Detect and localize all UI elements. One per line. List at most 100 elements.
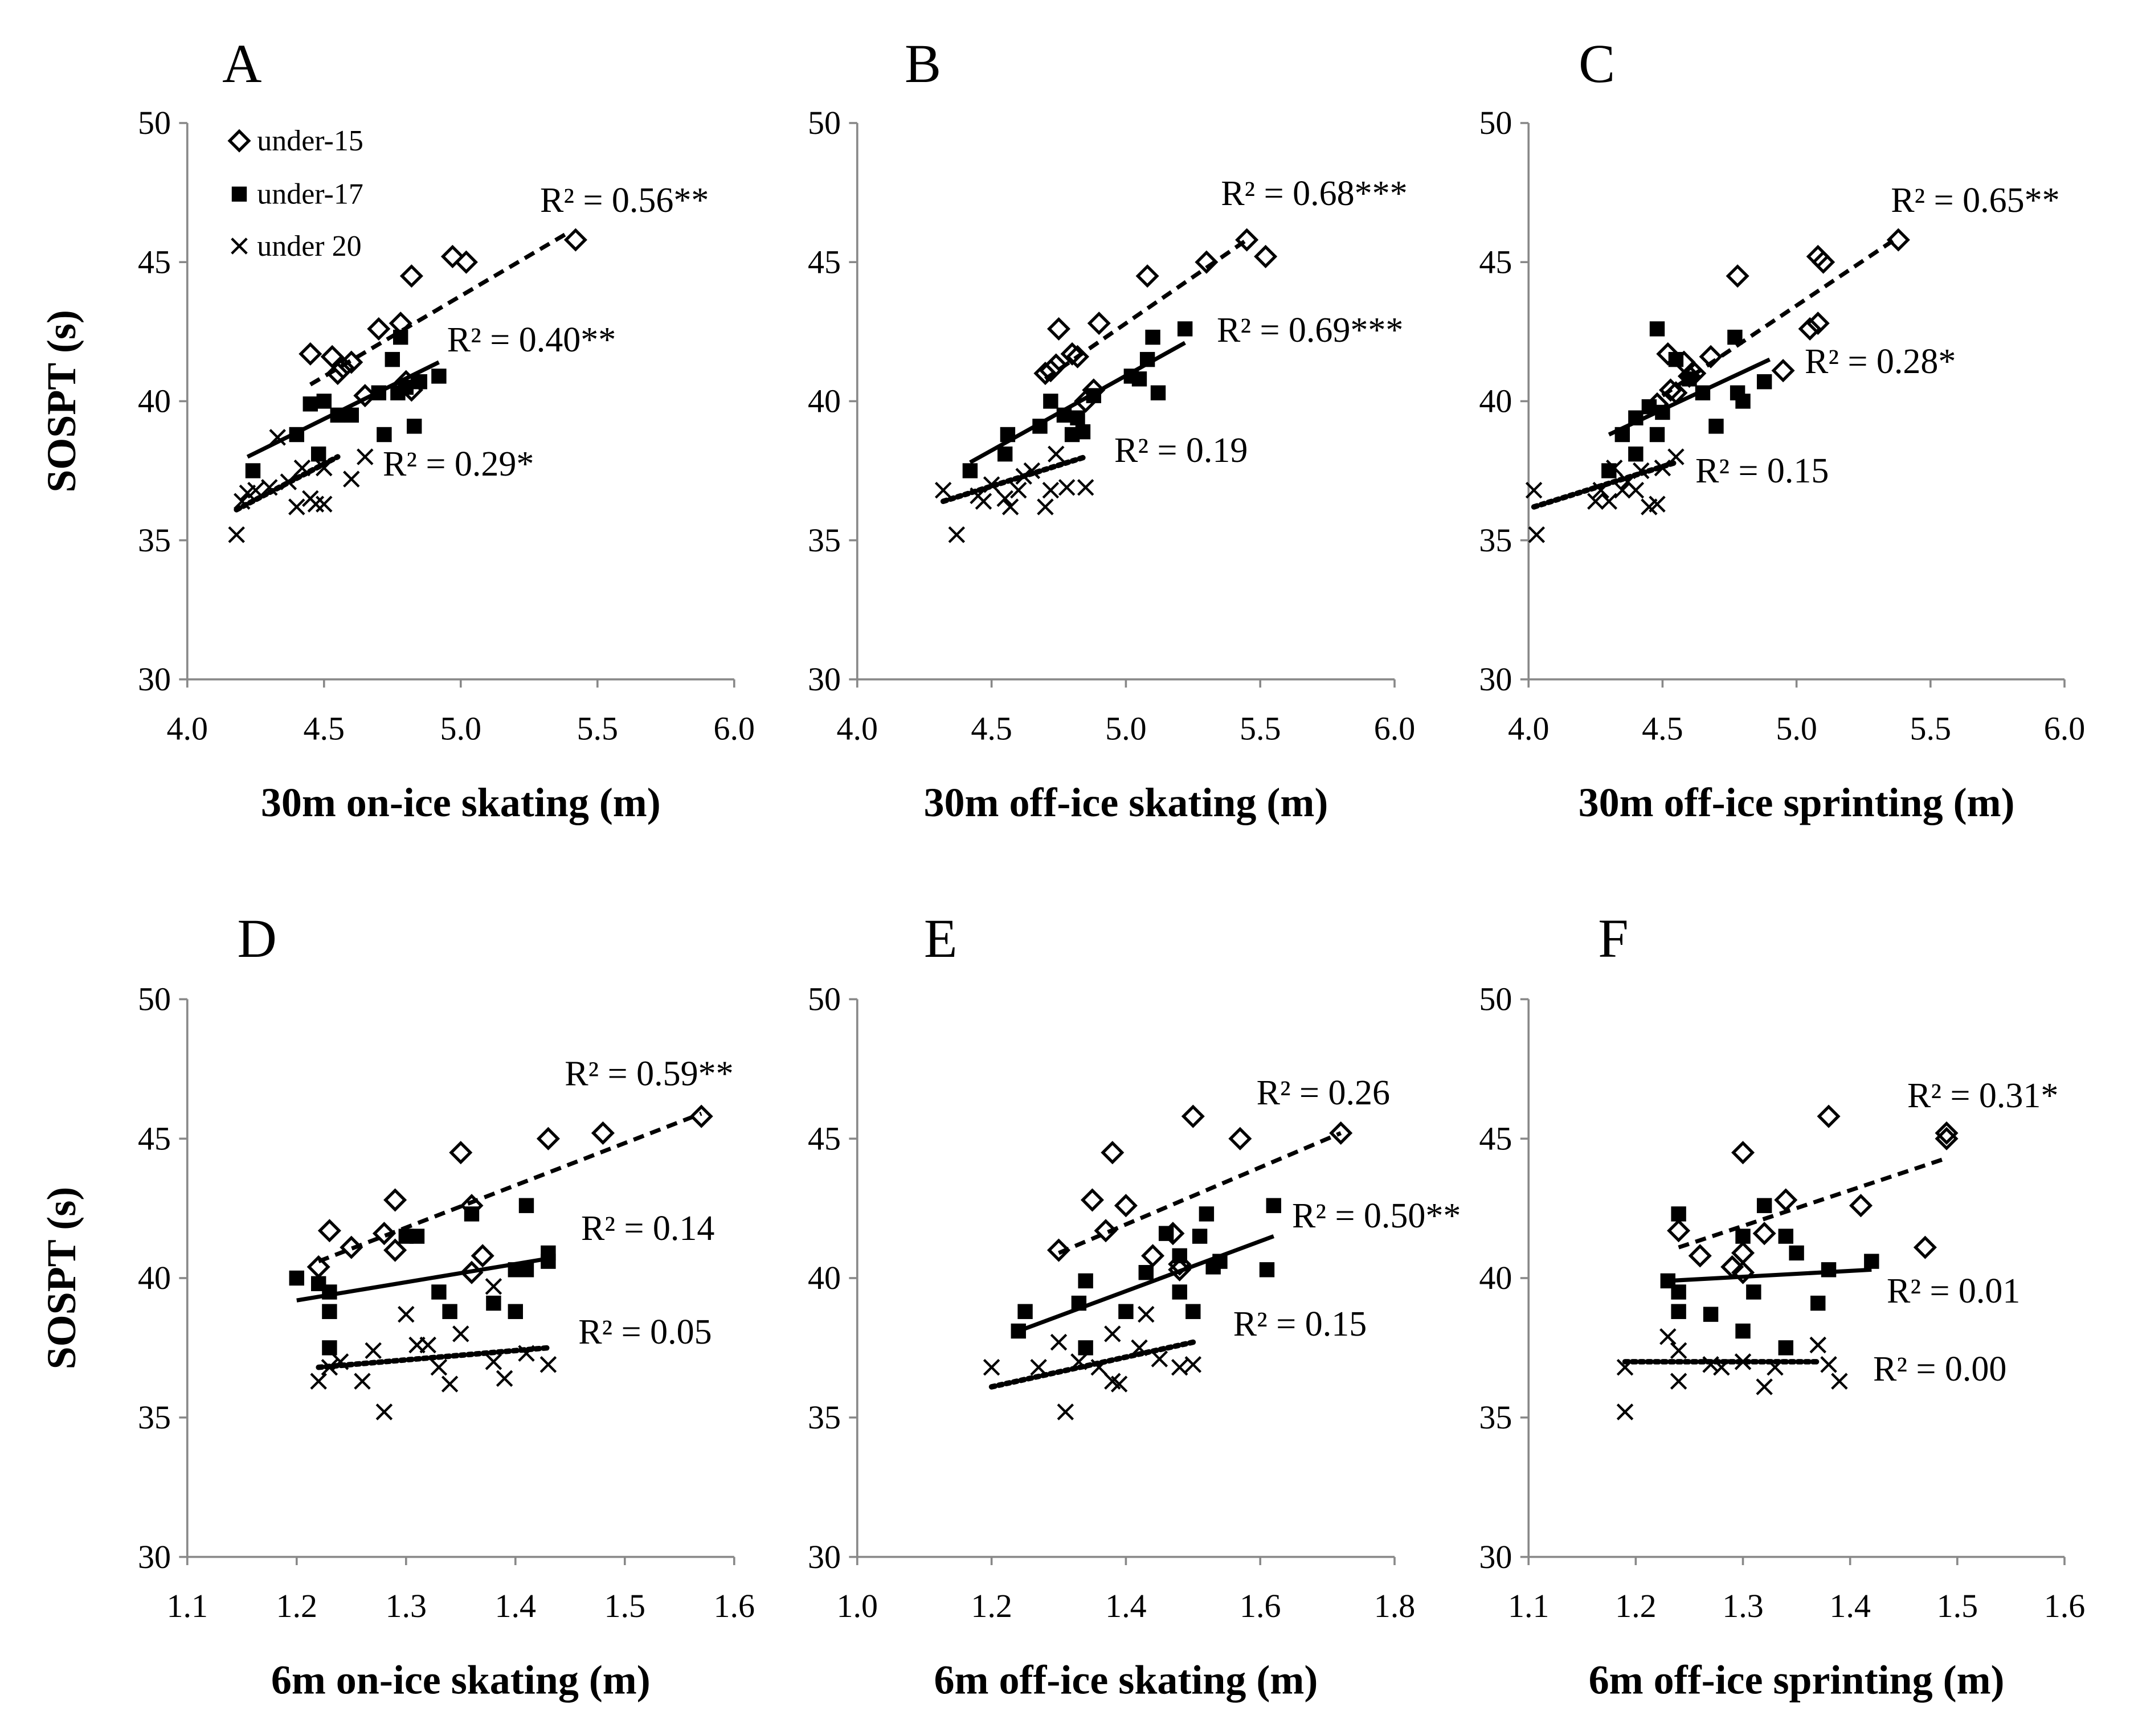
data-point xyxy=(1658,378,1683,402)
data-point xyxy=(975,493,992,510)
series-under-20 xyxy=(1616,1328,1848,1420)
data-point xyxy=(1090,1358,1107,1376)
data-point xyxy=(367,317,391,341)
data-point xyxy=(398,379,414,395)
series-under-15 xyxy=(1667,1104,1959,1284)
r2-label-under-17: R² = 0.14 xyxy=(581,1209,714,1248)
y-tick-label: 50 xyxy=(138,104,171,141)
data-point xyxy=(486,1295,501,1311)
data-point xyxy=(1151,1350,1168,1367)
trend-line xyxy=(940,454,1089,505)
series-under-20 xyxy=(1525,448,1685,543)
data-point xyxy=(1058,479,1076,496)
data-point xyxy=(1671,1304,1686,1319)
data-point xyxy=(1011,1323,1026,1339)
x-tick-label: 1.1 xyxy=(1508,1587,1550,1624)
data-point xyxy=(322,1284,337,1300)
data-point xyxy=(311,446,326,462)
data-point xyxy=(1789,1245,1804,1261)
data-point xyxy=(1810,1295,1826,1311)
data-point xyxy=(1039,359,1062,383)
data-point xyxy=(1670,1342,1687,1360)
data-point xyxy=(536,1127,560,1150)
data-point xyxy=(1713,1358,1730,1376)
r2-label-under-15: R² = 0.65** xyxy=(1891,181,2059,220)
data-point xyxy=(228,526,245,543)
data-point xyxy=(464,1206,480,1222)
data-point xyxy=(245,463,261,478)
data-point xyxy=(1708,419,1724,434)
data-point xyxy=(485,1278,502,1295)
series-under-17 xyxy=(245,329,447,478)
data-point xyxy=(1592,481,1609,499)
legend-label: under-17 xyxy=(257,178,363,211)
y-tick-label: 45 xyxy=(1479,243,1512,280)
data-point xyxy=(934,481,952,499)
data-point xyxy=(340,350,363,374)
y-tick-label: 30 xyxy=(808,1538,841,1575)
data-point xyxy=(1135,264,1159,288)
panel-letter: F xyxy=(1598,908,1628,969)
x-axis-label: 30m off-ice sprinting (m) xyxy=(1579,780,2015,825)
data-point xyxy=(485,1353,502,1370)
series-under-15 xyxy=(306,1104,713,1284)
data-point xyxy=(293,459,311,477)
x-tick-label: 1.2 xyxy=(1615,1587,1657,1624)
data-point xyxy=(299,342,322,366)
data-point xyxy=(1023,462,1041,480)
y-tick-label: 30 xyxy=(138,1538,171,1575)
data-point xyxy=(316,459,333,477)
data-point xyxy=(1077,479,1094,496)
data-point xyxy=(289,1270,304,1286)
x-tick-label: 1.2 xyxy=(276,1587,318,1624)
data-point xyxy=(1212,1254,1228,1269)
data-point xyxy=(1001,498,1019,515)
panel-c: 30 35 40 45 50 4.0 4.5 5.0 5.5 6.0 30m off-ice spr… xyxy=(1479,33,2085,825)
data-point xyxy=(375,1403,393,1420)
data-point xyxy=(452,1325,469,1342)
data-point xyxy=(1145,329,1160,345)
data-point xyxy=(1654,459,1671,477)
x-tick-label: 6.0 xyxy=(2044,710,2086,747)
data-point xyxy=(1798,317,1822,341)
data-point xyxy=(1017,1304,1033,1319)
data-point xyxy=(1771,359,1795,383)
data-point xyxy=(508,1304,523,1319)
data-point xyxy=(1655,404,1670,420)
legend-marker xyxy=(227,129,251,153)
data-point xyxy=(1746,1284,1761,1300)
data-point xyxy=(307,496,325,513)
data-point xyxy=(539,1356,557,1373)
r2-label-under-20: R² = 0.15 xyxy=(1233,1305,1367,1344)
data-point xyxy=(1831,1373,1848,1390)
x-tick-label: 1.6 xyxy=(714,1587,755,1624)
data-point xyxy=(1628,410,1644,425)
data-point xyxy=(1056,407,1072,423)
data-point xyxy=(1849,1194,1873,1218)
x-tick-label: 4.5 xyxy=(304,710,345,747)
data-point xyxy=(331,356,355,380)
data-point xyxy=(431,1284,447,1300)
data-point xyxy=(1070,410,1085,425)
data-point xyxy=(1050,1333,1068,1351)
x-axis-label: 6m off-ice skating (m) xyxy=(934,1657,1318,1703)
data-point xyxy=(1131,371,1147,387)
data-point xyxy=(1726,264,1749,288)
data-point xyxy=(1587,493,1604,510)
r2-label-under-20: R² = 0.15 xyxy=(1695,452,1829,490)
data-point xyxy=(1913,1235,1937,1259)
r2-label-under-20: R² = 0.00 xyxy=(1873,1350,2006,1389)
trend-line xyxy=(309,230,571,387)
y-tick-label: 45 xyxy=(808,243,841,280)
data-point xyxy=(1668,351,1684,367)
trend-line xyxy=(316,1345,551,1370)
y-tick-label: 35 xyxy=(138,522,171,559)
data-point xyxy=(1078,1273,1093,1289)
data-point xyxy=(1043,394,1058,409)
data-point xyxy=(1656,342,1680,366)
data-point xyxy=(1110,1375,1128,1393)
x-tick-label: 1.4 xyxy=(495,1587,537,1624)
data-point xyxy=(1172,1248,1187,1264)
data-point xyxy=(407,419,422,434)
data-point xyxy=(440,244,464,268)
